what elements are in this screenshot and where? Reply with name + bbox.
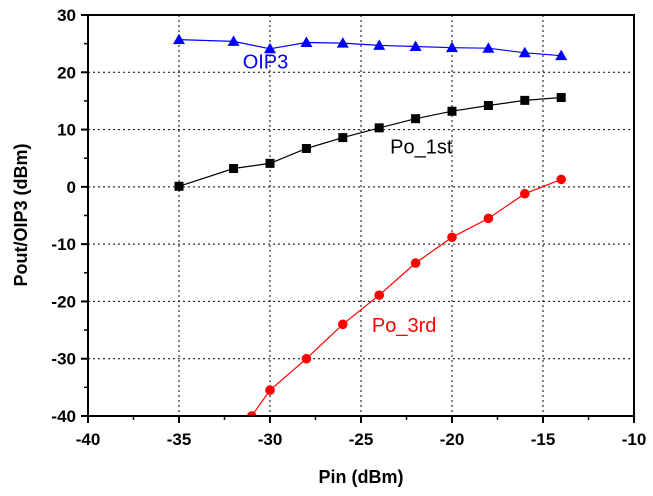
series-layer (173, 33, 568, 416)
marker-po-3rd (556, 174, 566, 185)
series-labels: OIP3 Po_1st Po_3rd (243, 51, 453, 337)
marker-po-1st (520, 95, 530, 105)
marker-po-3rd (247, 411, 257, 416)
series-label-po-1st: Po_1st (390, 137, 453, 159)
x-tick-label: -10 (622, 430, 647, 449)
marker-po-3rd (410, 258, 421, 268)
marker-oip3 (518, 46, 531, 58)
marker-po-3rd (520, 188, 530, 199)
marker-oip3 (446, 41, 458, 53)
marker-po-1st (483, 101, 493, 111)
series-label-oip3: OIP3 (243, 51, 289, 73)
y-tick-label: 20 (57, 63, 76, 82)
x-axis-title: Pin (dBm) (319, 467, 404, 487)
y-tick-label: -30 (51, 350, 76, 369)
marker-po-1st (556, 92, 566, 102)
y-tick-label: 10 (57, 121, 76, 140)
y-tick-label: -20 (51, 292, 76, 311)
y-tick-label: 0 (67, 178, 76, 197)
marker-po-1st (301, 143, 311, 153)
marker-po-3rd (447, 232, 457, 243)
marker-oip3 (173, 33, 185, 45)
marker-oip3 (300, 36, 313, 47)
marker-oip3 (227, 35, 240, 46)
marker-po-3rd (265, 385, 275, 396)
marker-oip3 (555, 49, 568, 61)
x-tick-label: -35 (167, 430, 192, 449)
grid (88, 15, 634, 416)
series-label-po-3rd: Po_3rd (372, 315, 437, 337)
tick-labels: -40 -35 -30 -25 -20 -15 -10 -40 -30 -20 -10 0 10 20 30 (51, 6, 646, 449)
marker-oip3 (409, 40, 422, 52)
marker-po-1st (411, 114, 421, 124)
x-tick-label: -40 (76, 430, 101, 449)
marker-po-3rd (338, 319, 348, 330)
marker-oip3 (264, 42, 276, 54)
y-tick-label: -40 (51, 407, 76, 426)
marker-oip3 (373, 39, 386, 50)
marker-oip3 (482, 42, 495, 53)
axis-ticks (81, 14, 635, 423)
series-line-po-3rd (251, 178, 562, 416)
x-tick-label: -25 (349, 430, 374, 449)
marker-po-1st (265, 158, 275, 168)
marker-po-3rd (374, 290, 385, 300)
x-tick-label: -15 (531, 430, 556, 449)
x-tick-label: -30 (258, 430, 283, 449)
marker-po-1st (229, 164, 239, 174)
marker-po-1st (374, 123, 384, 133)
marker-po-1st (338, 133, 348, 143)
marker-po-3rd (301, 353, 312, 364)
y-tick-label: 30 (57, 6, 76, 25)
marker-po-3rd (483, 213, 494, 224)
y-tick-label: -10 (51, 235, 76, 254)
marker-po-1st (174, 181, 184, 191)
marker-oip3 (336, 37, 349, 48)
x-tick-label: -20 (440, 430, 465, 449)
marker-po-1st (447, 106, 457, 116)
y-axis-title: Pout/OIP3 (dBm) (11, 143, 31, 286)
